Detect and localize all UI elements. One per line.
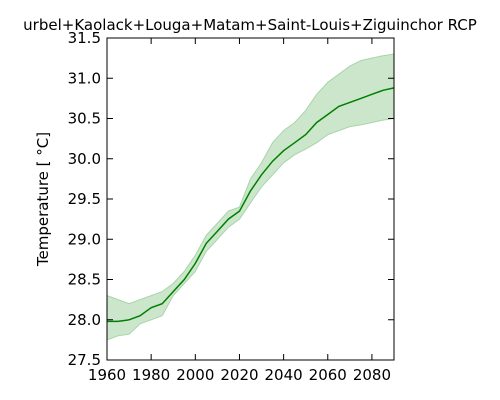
y-tick-label: 30.5 <box>68 110 101 128</box>
x-tick-label: 1960 <box>88 366 126 384</box>
y-tick-label: 28.5 <box>68 271 101 289</box>
y-tick-label: 28.0 <box>68 311 101 329</box>
x-tick-label: 2020 <box>220 366 258 384</box>
x-tick-label: 2060 <box>309 366 347 384</box>
y-tick-label: 31.0 <box>68 69 101 87</box>
x-tick-label: 1980 <box>132 366 170 384</box>
series-line-0 <box>107 87 395 323</box>
x-tick-label: 2000 <box>176 366 214 384</box>
plot-area <box>106 53 395 341</box>
y-tick-label: 29.0 <box>68 230 101 248</box>
y-tick-label: 30.0 <box>68 150 101 168</box>
y-tick-label: 31.5 <box>68 29 101 47</box>
uncertainty-band-0 <box>106 53 395 341</box>
y-tick-label: 29.5 <box>68 190 101 208</box>
x-tick-label: 2040 <box>265 366 303 384</box>
y-axis: 27.5 28.0 28.5 29.0 29.5 30.0 30.5 31.0 31.5 <box>68 29 394 369</box>
chart-title: urbel+Kaolack+Louga+Matam+Saint-Louis+Zi… <box>23 16 477 34</box>
x-axis: 1960 1980 2000 2020 2040 2060 2080 <box>88 38 391 384</box>
y-axis-label: Temperature [ °C] <box>34 132 52 267</box>
x-tick-label: 2080 <box>353 366 391 384</box>
y-tick-label: 27.5 <box>68 351 101 369</box>
